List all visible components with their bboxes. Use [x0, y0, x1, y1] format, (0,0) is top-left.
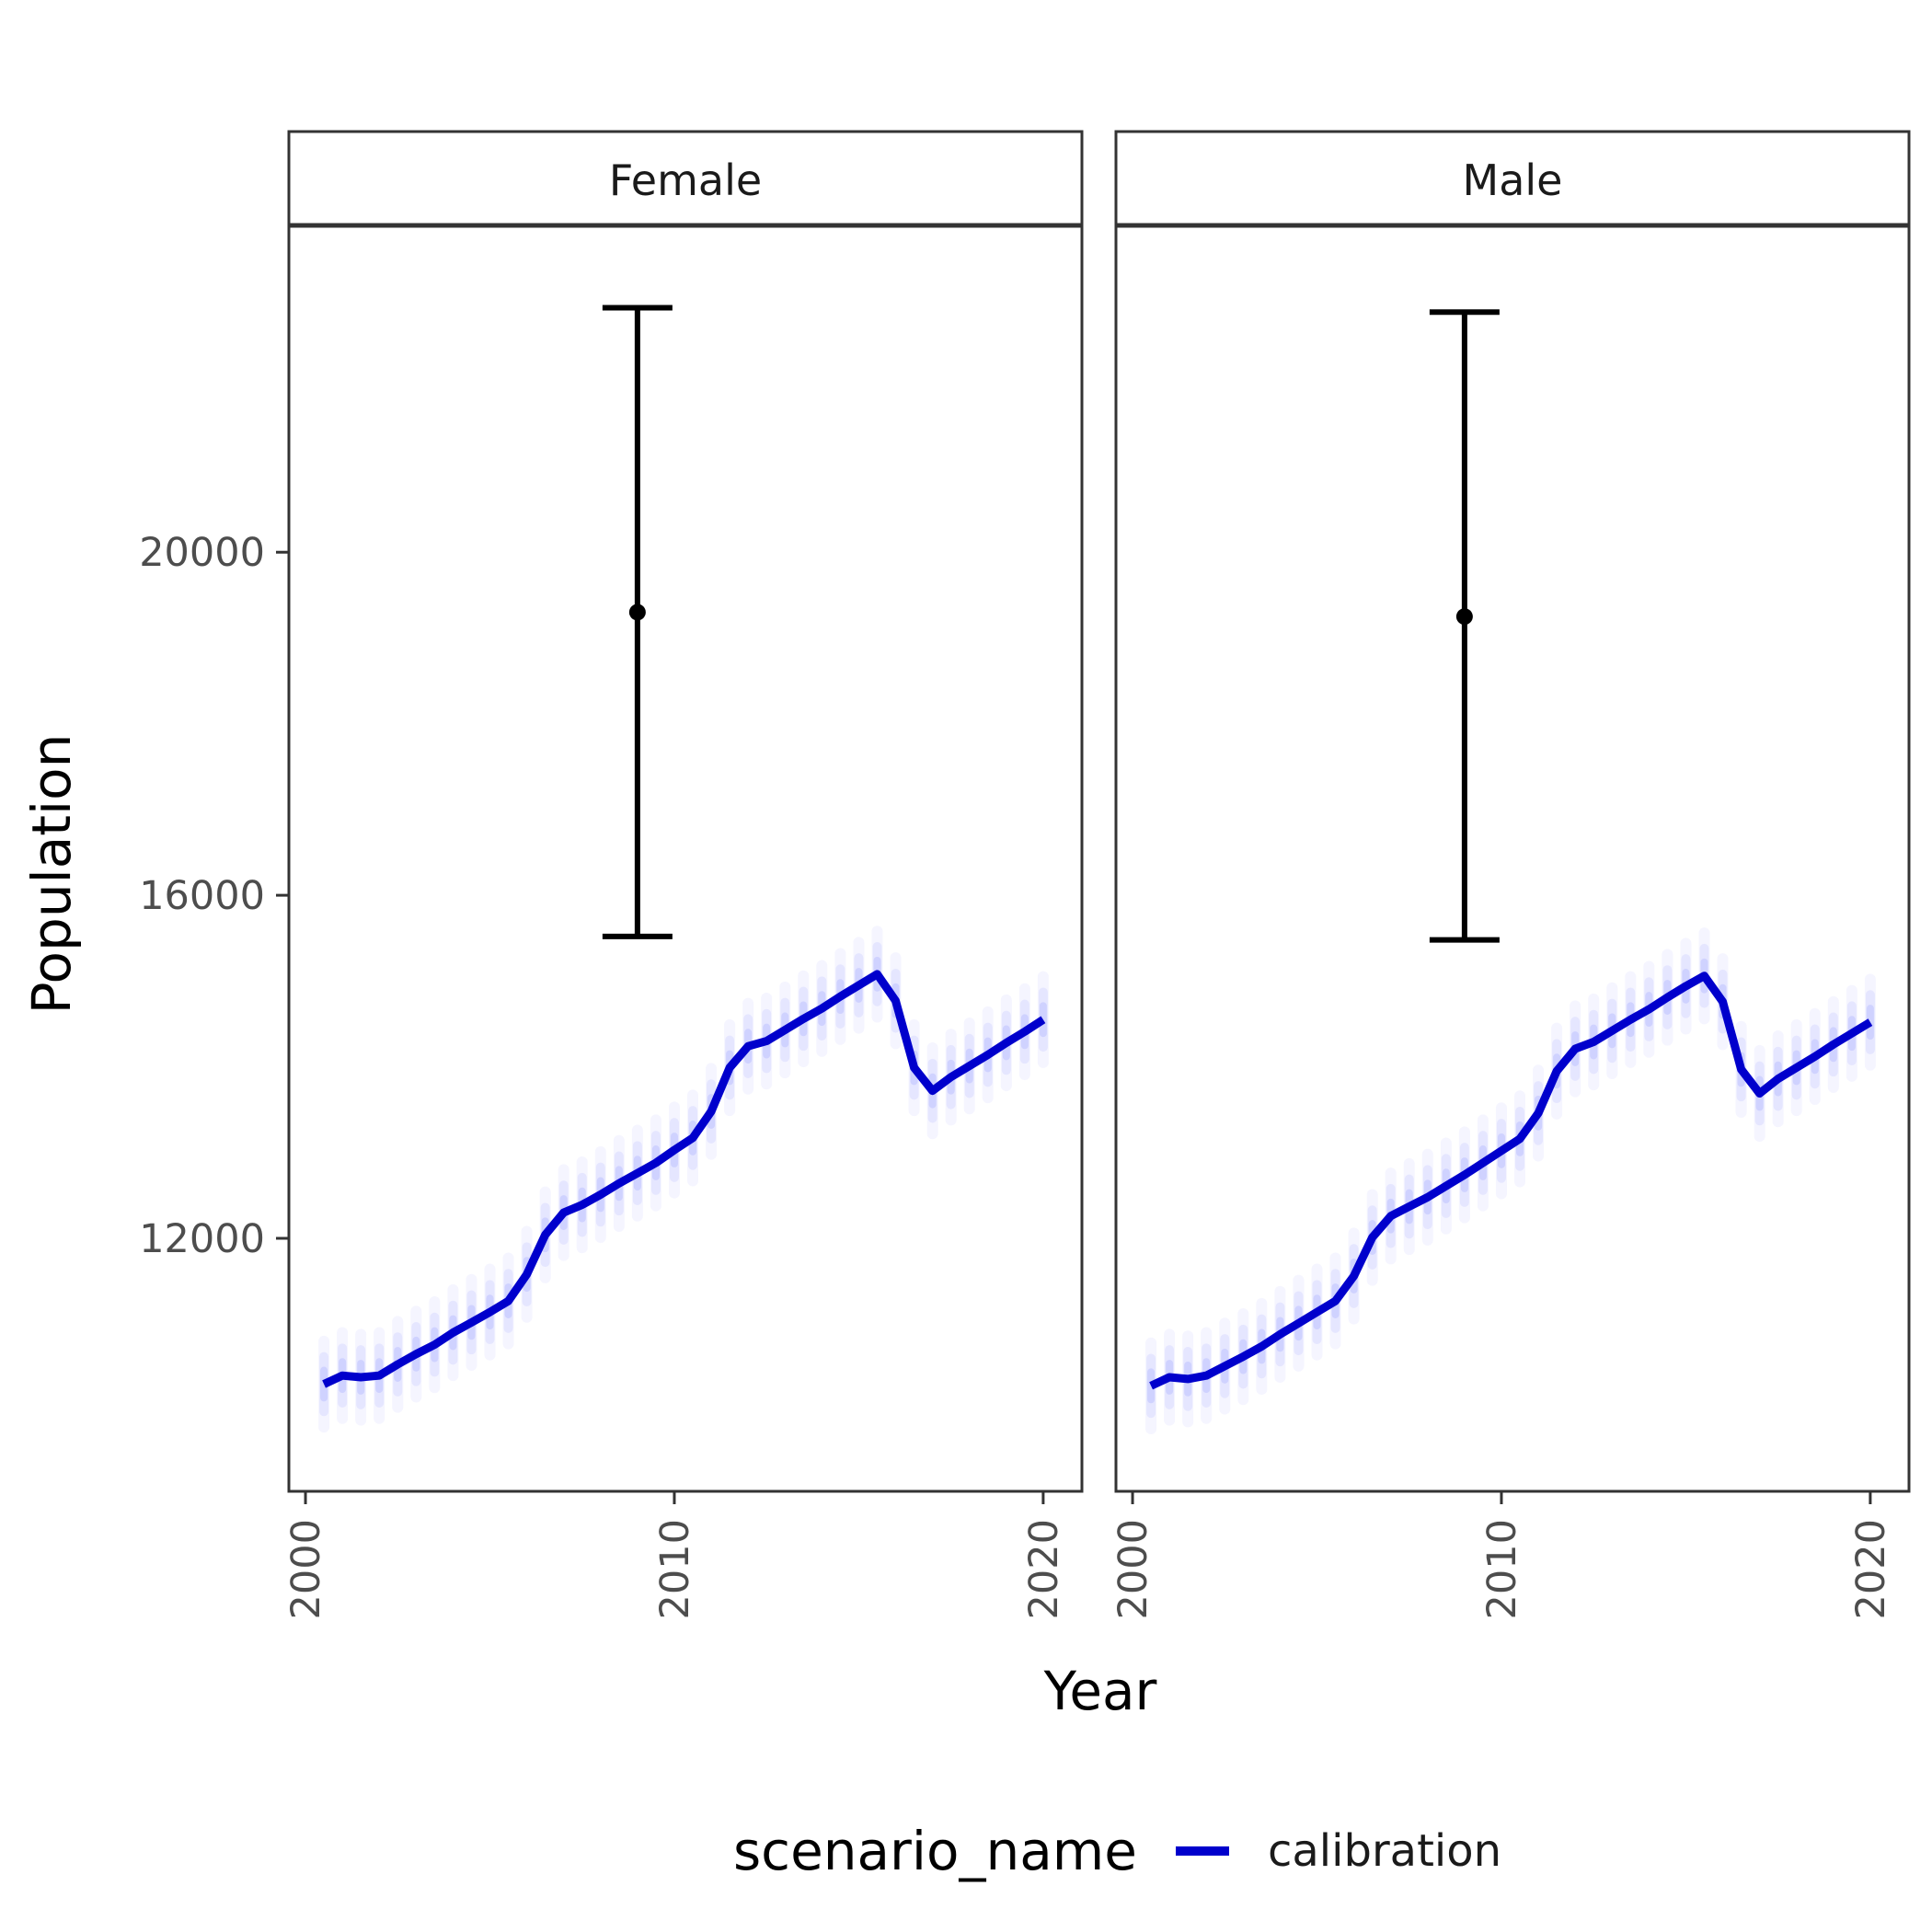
- x-tick-label: 2020: [1848, 1519, 1894, 1619]
- errorbar: [602, 305, 673, 939]
- y-tick-label: 20000: [139, 530, 265, 576]
- errorbar: [1429, 309, 1500, 943]
- y-axis: 12000 16000 20000: [139, 530, 289, 1262]
- y-tick-label: 16000: [139, 873, 265, 919]
- x-tick-label: 2000: [283, 1519, 329, 1619]
- series-line-calibration: [1149, 972, 1873, 1390]
- x-tick-label: 2000: [1110, 1519, 1156, 1619]
- y-tick-label: 12000: [139, 1216, 265, 1262]
- x-tick-label: 2010: [652, 1519, 698, 1619]
- plot-area: [289, 226, 1082, 1491]
- x-tick-label: 2020: [1021, 1519, 1067, 1619]
- strip-label: Female: [609, 155, 762, 205]
- panel-border: [287, 224, 1084, 1493]
- plot-area: [1116, 226, 1909, 1491]
- legend-title: scenario_name: [733, 1820, 1137, 1882]
- errorbar-point: [628, 604, 646, 621]
- strip-female: [287, 130, 1084, 226]
- series-line-calibration: [322, 970, 1046, 1388]
- legend-label-calibration: calibration: [1268, 1825, 1501, 1877]
- panels: Female 2000 2010 2020 Male 2000 2010 2020: [283, 130, 1911, 1619]
- errorbar-point: [1455, 608, 1473, 626]
- y-axis-title: Population: [20, 734, 83, 1015]
- panel-female: Female 2000 2010 2020: [283, 130, 1084, 1619]
- strip-label: Male: [1463, 155, 1563, 205]
- panel-border: [1114, 224, 1911, 1493]
- legend: scenario_name calibration: [733, 1820, 1501, 1882]
- panel-male: Male 2000 2010 2020: [1110, 130, 1911, 1619]
- strip-male: [1114, 130, 1911, 226]
- x-axis-title: Year: [1043, 1660, 1157, 1722]
- x-tick-label: 2010: [1479, 1519, 1525, 1619]
